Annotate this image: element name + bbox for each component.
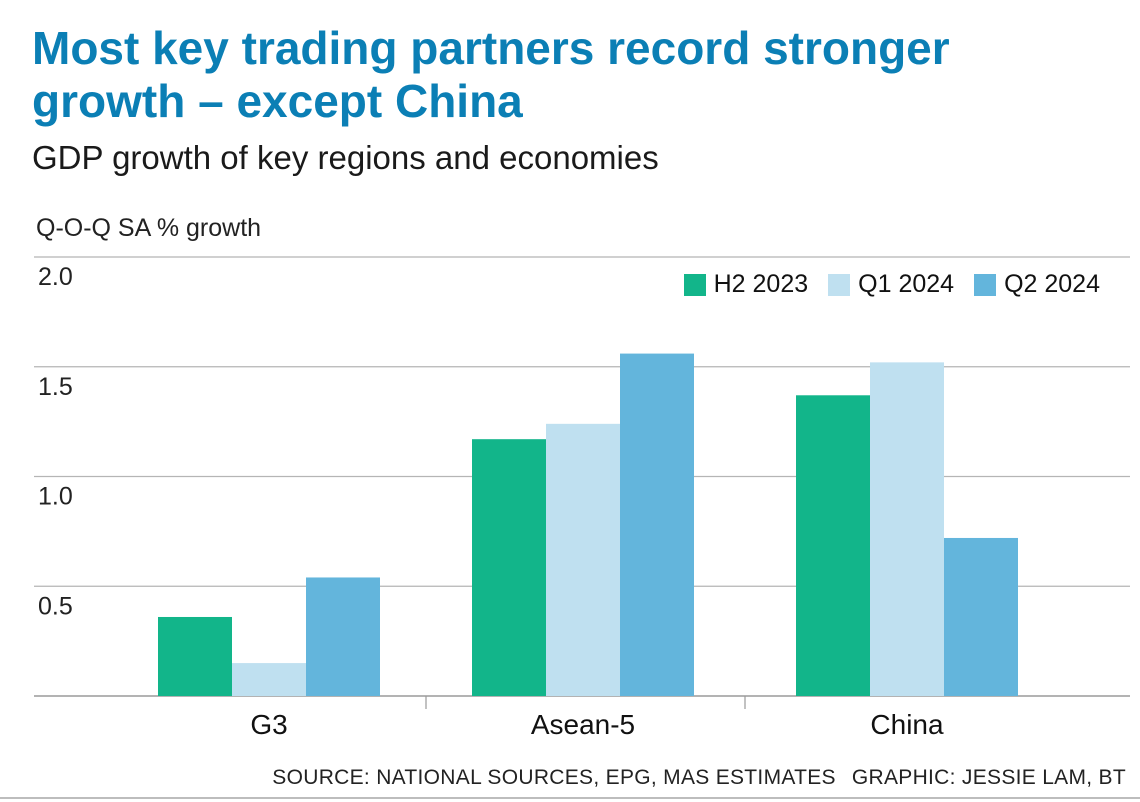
x-tick-label-china: China (870, 709, 944, 740)
source-credit: SOURCE: NATIONAL SOURCES, EPG, MAS ESTIM… (272, 766, 1126, 790)
bar-g3-h2-2023 (158, 616, 232, 696)
legend-item-q1-2024: Q1 2024 (828, 270, 954, 299)
chart-title-line-2: growth – except China (32, 75, 523, 127)
source-text: SOURCE: NATIONAL SOURCES, EPG, MAS ESTIM… (272, 766, 836, 789)
bar-g3-q1-2024 (232, 663, 306, 696)
bottom-divider (0, 797, 1140, 799)
chart-title-line-1: Most key trading partners record stronge… (32, 22, 950, 74)
bar-china-h2-2023 (796, 395, 870, 696)
bar-asean-5-h2-2023 (472, 439, 546, 696)
legend-item-h2-2023: H2 2023 (683, 270, 809, 299)
legend-label-h2-2023: H2 2023 (713, 270, 809, 298)
chart-title: Most key trading partners record stronge… (32, 22, 1122, 128)
x-tick-label-asean-5: Asean-5 (531, 709, 635, 740)
legend-swatch-q2-2024 (974, 273, 997, 296)
graphic-credit: GRAPHIC: JESSIE LAM, BT (851, 766, 1126, 789)
bar-asean-5-q1-2024 (546, 423, 620, 696)
bar-asean-5-q2-2024 (620, 353, 694, 696)
y-tick-label-1-5: 1.5 (38, 373, 73, 401)
y-tick-label-1-0: 1.0 (38, 483, 73, 511)
chart-subtitle: GDP growth of key regions and economies (32, 139, 659, 176)
x-tick-label-g3: G3 (250, 709, 287, 740)
legend-item-q2-2024: Q2 2024 (974, 270, 1100, 299)
legend-label-q1-2024: Q1 2024 (858, 270, 955, 298)
bar-china-q1-2024 (870, 362, 944, 696)
bar-g3-q2-2024 (306, 577, 380, 696)
y-axis-label: Q-O-Q SA % growth (36, 214, 262, 242)
legend-swatch-h2-2023 (683, 273, 706, 296)
bar-china-q2-2024 (944, 537, 1018, 696)
legend-label-q2-2024: Q2 2024 (1004, 270, 1100, 298)
legend: H2 2023 Q1 2024 Q2 2024 (683, 270, 1100, 299)
y-tick-label-0-5: 0.5 (38, 592, 73, 620)
y-tick-label-2-0: 2.0 (38, 263, 73, 291)
legend-swatch-q1-2024 (828, 273, 851, 296)
